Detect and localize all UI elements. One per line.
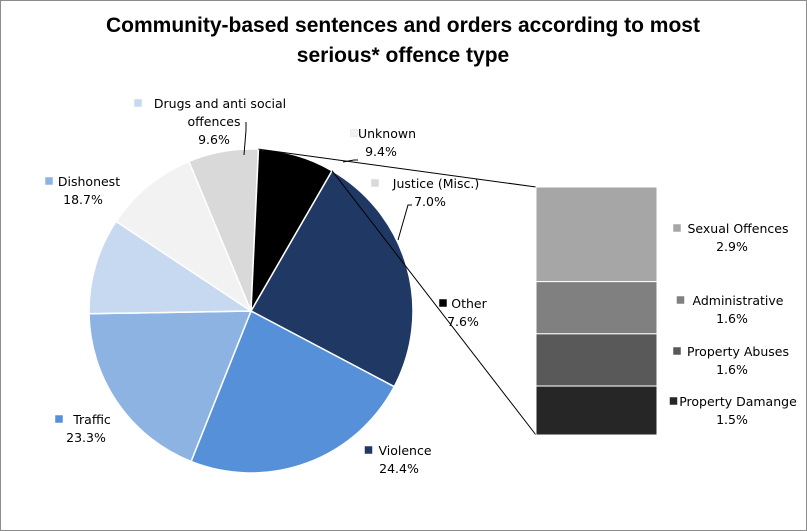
pie-slice-traffic [190, 309, 396, 474]
label-text-administrative-name: Administrative [693, 293, 784, 308]
label-text-property-abuses-name: Property Abuses [687, 344, 789, 359]
legend-key-administrative [676, 296, 685, 304]
legend-key-traffic [55, 415, 63, 423]
legend-key-dishonest [45, 177, 53, 185]
connector-line-bottom [331, 170, 537, 436]
data-label-traffic: Traffic 23.3% [55, 412, 111, 445]
legend-key-property-abuses [673, 347, 681, 355]
label-text-violence-name: Violence [378, 443, 431, 458]
connector-lines [258, 148, 537, 436]
data-label-unknown: Unknown 9.4% [342, 126, 416, 163]
data-label-property-abuses: Property Abuses 1.6% [673, 344, 789, 377]
pie-group [88, 148, 414, 474]
legend-key-sexual-offences [673, 224, 681, 232]
pie-slice-violence [249, 169, 414, 388]
label-text-justice-misc-name: Justice (Misc.) [392, 176, 479, 191]
label-text-property-damange-name: Property Damange [679, 394, 797, 409]
label-text-traffic-value: 23.3% [66, 430, 106, 445]
pie-slice-unknown [115, 160, 253, 313]
chart-title-line-2: serious* offence type [297, 44, 509, 67]
label-text-traffic-name: Traffic [72, 412, 111, 427]
breakdown-bar [535, 186, 658, 436]
leader-line-unknown [342, 159, 358, 163]
connector-line-top [258, 148, 537, 188]
label-text-other-value: 7.6% [447, 314, 479, 329]
legend-key-violence [364, 446, 373, 454]
legend-key-other [439, 299, 447, 307]
label-text-unknown-value: 9.4% [365, 144, 397, 159]
legend-key-unknown [350, 129, 358, 137]
label-text-unknown-name: Unknown [358, 126, 416, 141]
bar-segment-sexual-offences [535, 186, 658, 283]
data-label-property-damange: Property Damange 1.5% [669, 394, 797, 427]
bar-segment-administrative [535, 281, 658, 335]
label-text-other-name: Other [451, 296, 487, 311]
data-label-administrative: Administrative 1.6% [676, 293, 784, 326]
data-label-other: Other 7.6% [439, 296, 488, 329]
label-text-property-damange-value: 1.5% [716, 412, 748, 427]
chart-title-line-1: Community-based sentences and orders acc… [106, 14, 700, 37]
label-text-sexual-offences-value: 2.9% [716, 239, 748, 254]
pie-slice-drugs-and-anti-social-offences [88, 220, 254, 315]
data-label-drugs-and-anti-social-offences: Drugs and anti social offences 9.6% [134, 96, 286, 156]
label-text-property-abuses-value: 1.6% [716, 362, 748, 377]
label-text-dishonest-name: Dishonest [58, 174, 120, 189]
leader-line-drugs-and-anti-social-offences [243, 122, 247, 156]
leader-line-justice-misc [397, 204, 412, 241]
label-text-dishonest-value: 18.7% [63, 192, 103, 207]
legend-key-justice-misc [371, 179, 379, 187]
pie-slice-dishonest [88, 310, 253, 463]
label-text-drugs-and-anti-social-offences-name: Drugs and anti social [154, 96, 286, 111]
bar-segment-property-damange [535, 385, 658, 436]
label-text-drugs-and-anti-social-offences-value: 9.6% [198, 132, 230, 147]
label-text-administrative-value: 1.6% [716, 311, 748, 326]
bar-segment-property-abuses [535, 333, 658, 387]
data-label-dishonest: Dishonest 18.7% [45, 174, 120, 207]
data-labels: Violence24.4%Traffic23.3%Dishonest18.7%D… [45, 96, 797, 476]
data-label-justice-misc: Justice (Misc.) 7.0% [371, 176, 479, 241]
legend-key-property-damange [669, 397, 678, 405]
data-label-violence: Violence 24.4% [364, 443, 432, 476]
data-label-sexual-offences: Sexual Offences 2.9% [673, 221, 789, 254]
legend-key-drugs-and-anti-social-offences [134, 99, 142, 107]
label-text-justice-misc-value: 7.0% [414, 194, 446, 209]
label-text-violence-value: 24.4% [379, 461, 419, 476]
label-text-sexual-offences-name: Sexual Offences [688, 221, 789, 236]
label-text-drugs-and-anti-social-offences-name: offences [188, 114, 241, 129]
